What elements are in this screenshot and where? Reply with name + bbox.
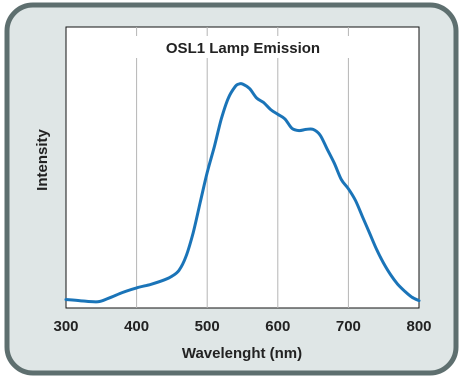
x-tick-label-600: 600	[265, 318, 290, 335]
title-background	[136, 36, 350, 58]
emission-curve	[64, 82, 421, 304]
plot-area	[65, 26, 420, 309]
x-axis-label: Wavelenght (nm)	[182, 345, 302, 362]
x-tick-label-500: 500	[195, 318, 220, 335]
x-tick-label-300: 300	[53, 318, 78, 335]
x-tick-label-700: 700	[336, 318, 361, 335]
chart-title: OSL1 Lamp Emission	[166, 40, 320, 57]
y-axis-label: Intensity	[34, 129, 51, 191]
x-tick-label-400: 400	[124, 318, 149, 335]
x-tick-label-800: 800	[406, 318, 431, 335]
x-tick-labels: 300 400 500 600 700 800	[53, 318, 431, 335]
